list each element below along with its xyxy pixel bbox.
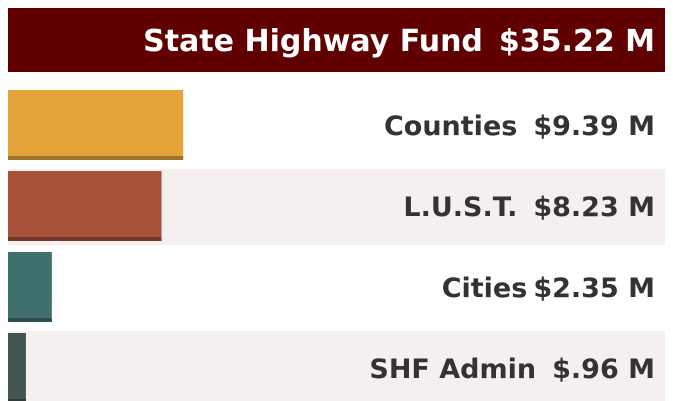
- bar-label: Counties $9.39 M: [384, 111, 655, 142]
- value-label: $.96 M: [552, 354, 655, 385]
- bar-label: State Highway Fund $35.22 M: [143, 24, 655, 59]
- category-label: L.U.S.T.: [403, 192, 517, 223]
- row-background: [8, 331, 665, 401]
- bar-edge: [8, 399, 26, 401]
- bar: [8, 252, 52, 322]
- bar: [8, 171, 162, 241]
- bar: [8, 8, 665, 72]
- bar-edge: [8, 318, 52, 322]
- category-label: State Highway Fund: [143, 24, 483, 59]
- bar-label: L.U.S.T. $8.23 M: [403, 192, 655, 223]
- bar-label: Cities $2.35 M: [442, 273, 655, 304]
- value-label: $8.23 M: [533, 192, 655, 223]
- bar-label: SHF Admin $.96 M: [369, 354, 655, 385]
- bar-edge: [8, 156, 184, 160]
- category-label: SHF Admin: [369, 354, 536, 385]
- bar: [8, 333, 26, 401]
- value-label: $35.22 M: [499, 24, 655, 59]
- bar: [8, 90, 184, 160]
- category-label: Counties: [384, 111, 517, 142]
- category-label: Cities: [442, 273, 528, 304]
- bar-edge: [8, 237, 162, 241]
- value-label: $2.35 M: [533, 273, 655, 304]
- value-label: $9.39 M: [533, 111, 655, 142]
